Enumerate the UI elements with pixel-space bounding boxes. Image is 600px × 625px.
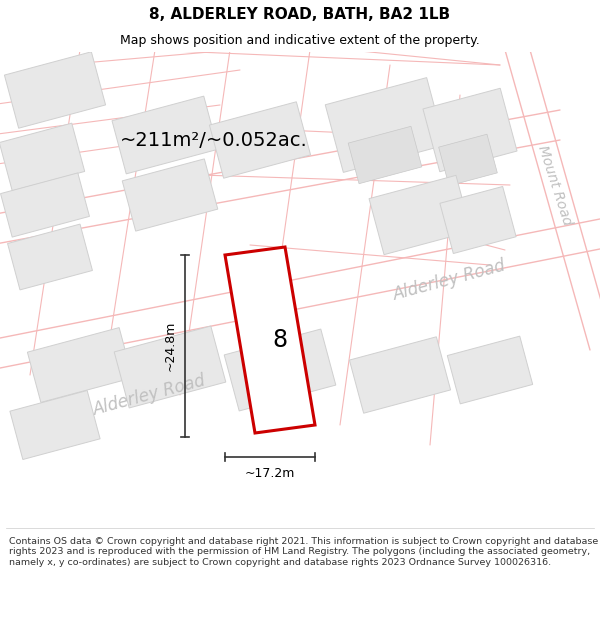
Text: 8, ALDERLEY ROAD, BATH, BA2 1LB: 8, ALDERLEY ROAD, BATH, BA2 1LB	[149, 7, 451, 22]
Polygon shape	[440, 186, 516, 254]
Polygon shape	[325, 78, 445, 172]
Polygon shape	[0, 123, 85, 191]
Text: ~24.8m: ~24.8m	[164, 321, 177, 371]
Polygon shape	[209, 102, 311, 178]
Polygon shape	[423, 88, 517, 172]
Text: Mount Road: Mount Road	[535, 143, 575, 227]
Text: ~211m²/~0.052ac.: ~211m²/~0.052ac.	[120, 131, 308, 149]
Polygon shape	[10, 391, 100, 459]
Text: Contains OS data © Crown copyright and database right 2021. This information is : Contains OS data © Crown copyright and d…	[9, 537, 598, 567]
Polygon shape	[348, 126, 422, 184]
Polygon shape	[1, 173, 89, 237]
Text: 8: 8	[272, 328, 287, 352]
Polygon shape	[349, 337, 451, 413]
Polygon shape	[224, 329, 336, 411]
Polygon shape	[114, 326, 226, 408]
Polygon shape	[448, 336, 533, 404]
Polygon shape	[28, 328, 133, 402]
Polygon shape	[8, 224, 92, 290]
Polygon shape	[369, 176, 471, 254]
Polygon shape	[439, 134, 497, 186]
Text: Alderley Road: Alderley Road	[392, 256, 508, 304]
Polygon shape	[4, 52, 106, 128]
Polygon shape	[225, 247, 315, 433]
Text: ~17.2m: ~17.2m	[245, 467, 295, 480]
Text: Alderley Road: Alderley Road	[92, 371, 208, 419]
Text: Map shows position and indicative extent of the property.: Map shows position and indicative extent…	[120, 34, 480, 47]
Polygon shape	[112, 96, 218, 174]
Polygon shape	[122, 159, 218, 231]
